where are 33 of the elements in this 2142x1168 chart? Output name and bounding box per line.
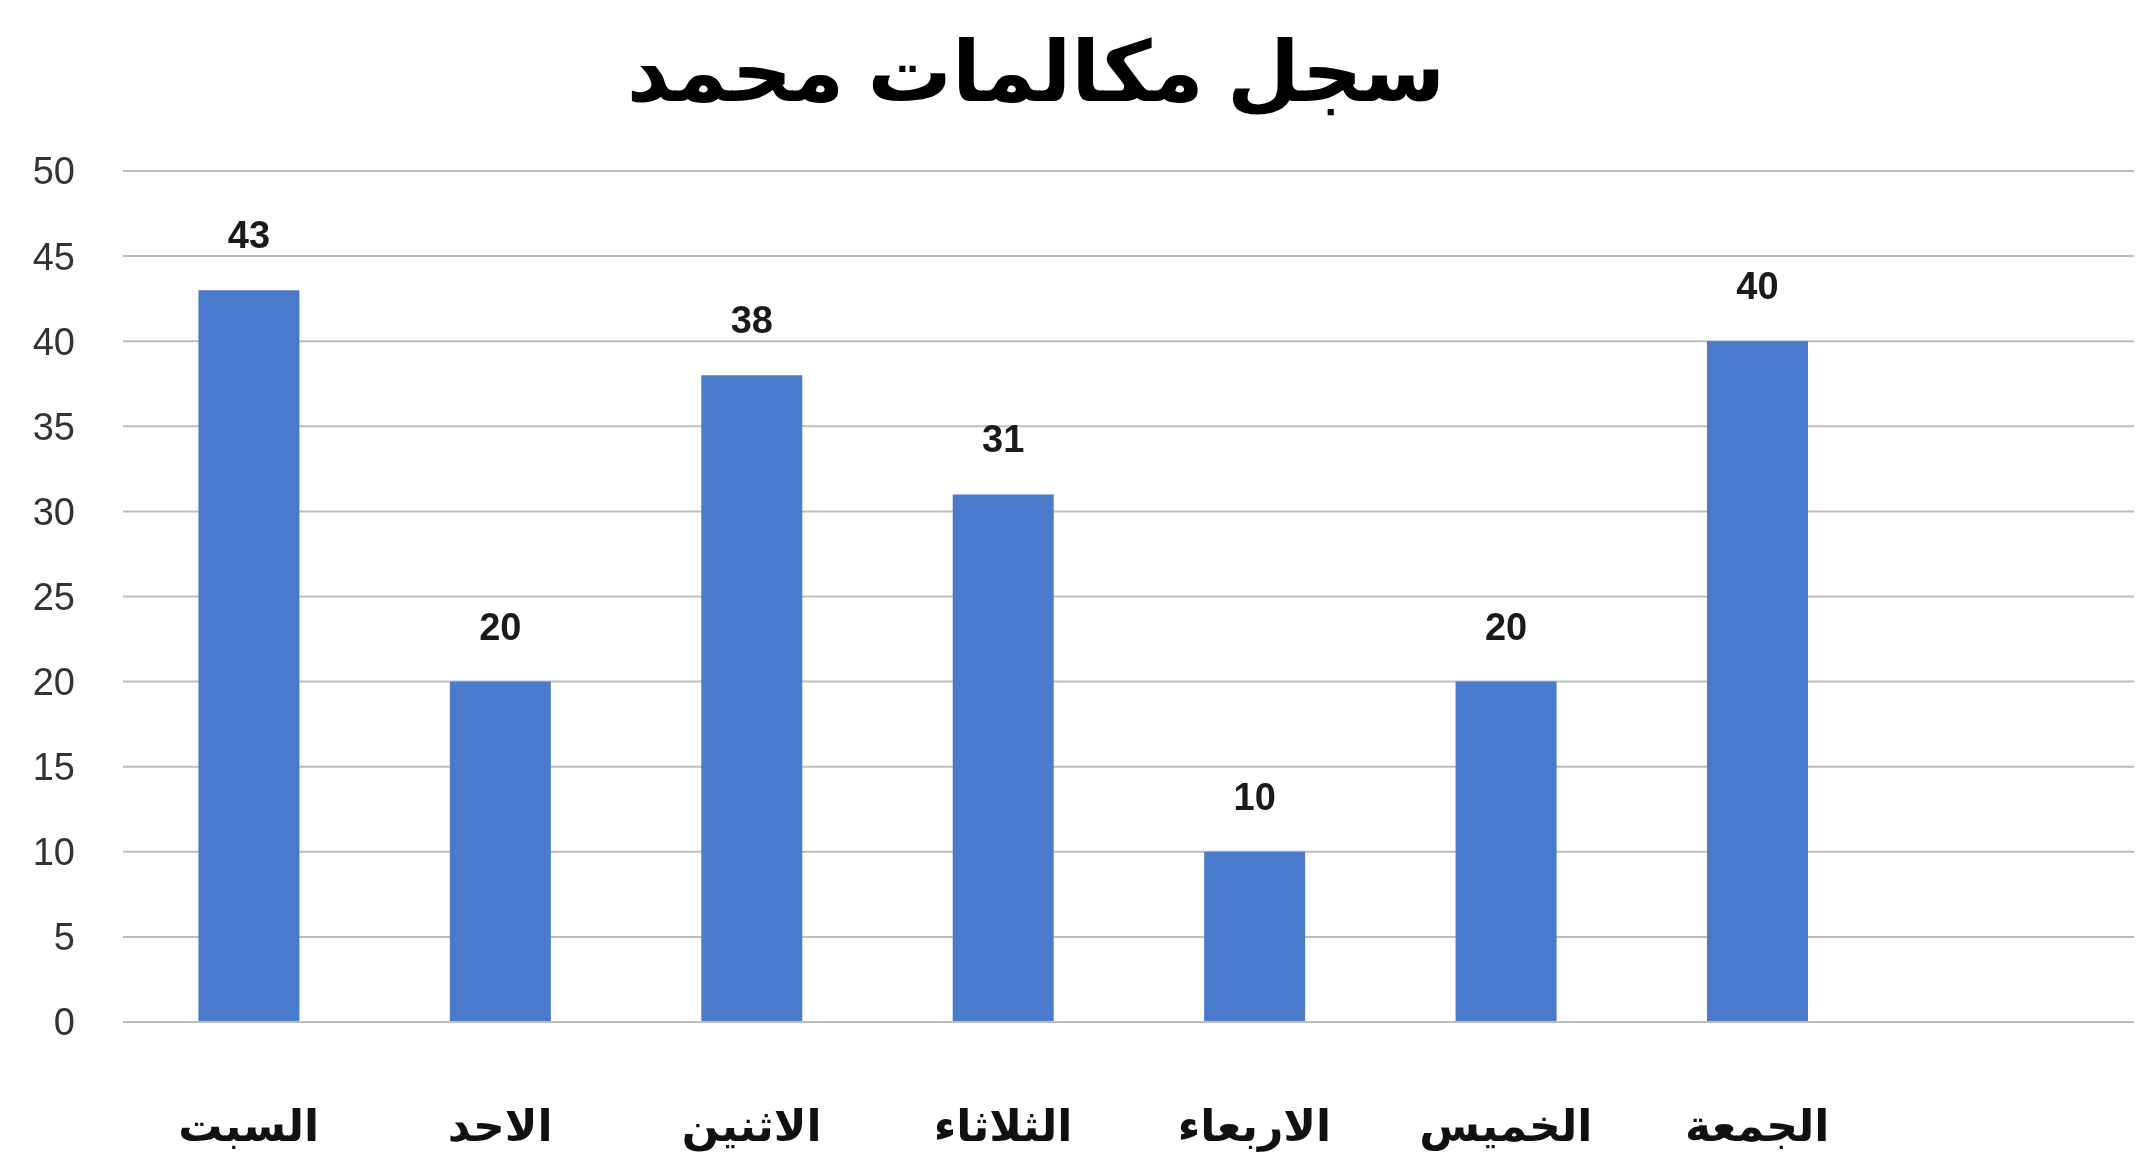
y-tick-label: 0	[53, 1001, 75, 1044]
data-label: 20	[1484, 605, 1528, 648]
bar	[701, 375, 803, 1022]
bar	[1707, 341, 1808, 1022]
data-label: 20	[479, 605, 522, 648]
x-tick-label: الاحد	[447, 1101, 553, 1151]
data-label: 38	[730, 299, 773, 342]
x-tick-label: الاثنين	[681, 1101, 822, 1153]
x-tick-label: الجمعة	[1685, 1101, 1830, 1151]
y-tick-label: 45	[32, 235, 75, 278]
bar	[198, 290, 300, 1022]
y-tick-label: 15	[32, 746, 75, 789]
y-tick-label: 50	[32, 150, 75, 193]
y-tick-label: 5	[53, 916, 75, 959]
y-tick-label: 40	[32, 320, 75, 363]
chart-title: سجل مكالمات محمد	[625, 24, 1447, 121]
x-tick-label: الاربعاء	[1177, 1101, 1332, 1153]
y-tick-label: 35	[32, 405, 75, 448]
data-label: 10	[1233, 775, 1276, 818]
data-label: 40	[1736, 265, 1779, 308]
bar	[1204, 851, 1306, 1022]
data-label: 31	[982, 418, 1025, 461]
bar	[449, 681, 551, 1022]
y-tick-label: 10	[32, 831, 75, 874]
x-tick-label: السبت	[178, 1101, 320, 1151]
x-tick-label: الخميس	[1419, 1101, 1593, 1152]
y-tick-label: 30	[32, 490, 75, 533]
bar	[952, 494, 1054, 1022]
y-tick-label: 20	[32, 661, 75, 704]
data-label: 43	[227, 214, 271, 257]
y-tick-label: 25	[32, 575, 75, 618]
x-tick-label: الثلاثاء	[933, 1101, 1073, 1151]
bar	[1455, 681, 1557, 1022]
